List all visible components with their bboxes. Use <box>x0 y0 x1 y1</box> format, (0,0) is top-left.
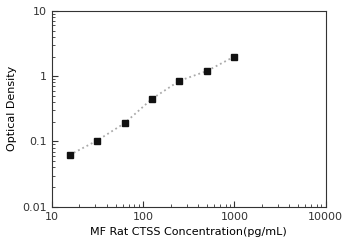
X-axis label: MF Rat CTSS Concentration(pg/mL): MF Rat CTSS Concentration(pg/mL) <box>90 227 287 237</box>
Y-axis label: Optical Density: Optical Density <box>7 66 17 152</box>
